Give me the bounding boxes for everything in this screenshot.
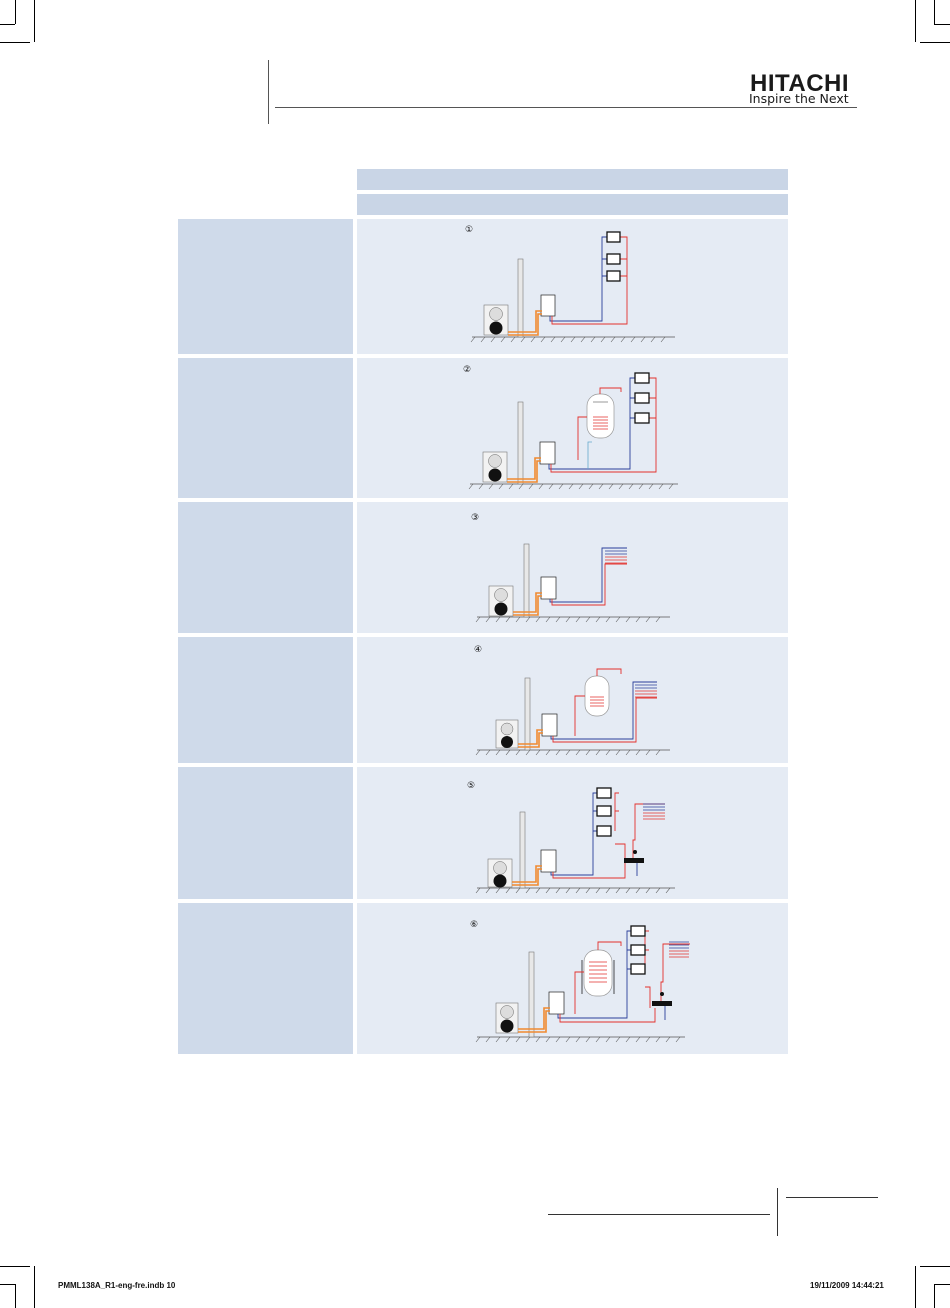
diagram-cell: [357, 767, 788, 899]
crop-mark: [15, 1284, 16, 1308]
row-label-cell: [178, 502, 353, 633]
footer-vertical-rule: [777, 1188, 778, 1236]
row-label-cell: [178, 903, 353, 1054]
crop-mark: [915, 0, 916, 42]
crop-mark: [934, 1284, 935, 1308]
crop-mark: [0, 42, 30, 43]
diagram-cell: [357, 219, 788, 354]
brand-logo: HITACHI: [750, 70, 850, 97]
crop-mark: [934, 1284, 950, 1285]
row-label-cell: [178, 637, 353, 763]
header-vertical-rule: [268, 60, 269, 124]
diagram-number: ④: [474, 645, 483, 655]
installation-diagram-tank-floor: [475, 668, 670, 756]
installation-diagram-tank-radiators: [468, 372, 678, 490]
diagram-number: ②: [463, 365, 472, 375]
row-label-cell: [178, 767, 353, 899]
installation-diagram-radiators-floor: [475, 787, 675, 894]
diagram-cell: [357, 502, 788, 633]
diagram-number: ⑥: [470, 920, 479, 930]
diagram-number: ①: [465, 225, 474, 235]
crop-mark: [0, 1266, 30, 1267]
installation-diagram-tank-radiators-floor: [475, 925, 690, 1043]
row-label-cell: [178, 219, 353, 354]
table-header-band: [357, 194, 788, 215]
footer-rule: [548, 1214, 770, 1215]
crop-mark: [0, 1284, 15, 1285]
print-timestamp: 19/11/2009 14:44:21: [810, 1281, 884, 1290]
diagram-number: ③: [471, 513, 480, 523]
diagram-cell: [357, 358, 788, 498]
installation-diagram-radiators: [470, 231, 675, 343]
diagram-number: ⑤: [467, 781, 476, 791]
table-header-band: [357, 169, 788, 190]
crop-mark: [920, 1266, 950, 1267]
file-slug: PMML138A_R1-eng-fre.indb 10: [58, 1281, 176, 1290]
crop-mark: [915, 1266, 916, 1308]
diagram-cell: [357, 903, 788, 1054]
crop-mark: [0, 24, 15, 25]
brand-tagline: Inspire the Next: [749, 91, 849, 106]
crop-mark: [934, 24, 950, 25]
row-label-cell: [178, 358, 353, 498]
header-rule: [275, 107, 857, 108]
installation-diagram-floor: [475, 543, 670, 623]
crop-mark: [34, 0, 35, 42]
crop-mark: [934, 0, 935, 24]
footer-rule: [786, 1197, 878, 1198]
crop-mark: [920, 42, 950, 43]
crop-mark: [34, 1266, 35, 1308]
crop-mark: [15, 0, 16, 24]
